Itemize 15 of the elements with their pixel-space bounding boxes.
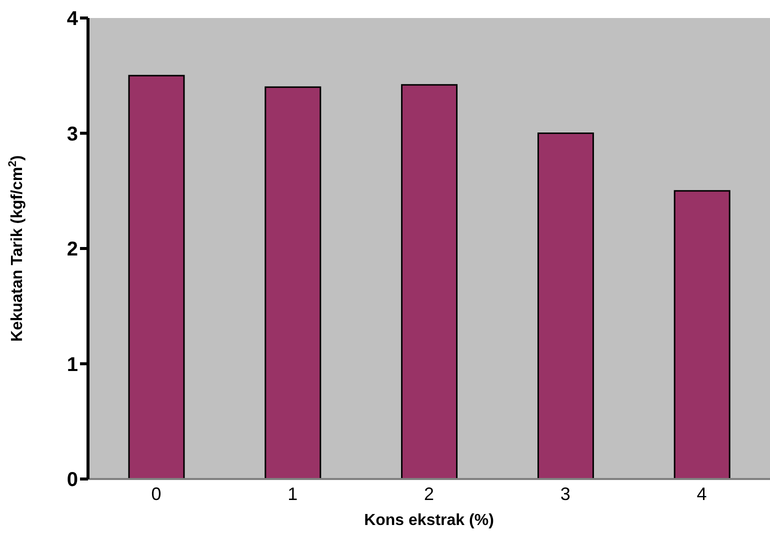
- y-tick-label: 4: [66, 8, 79, 30]
- x-tick-label: 3: [560, 484, 570, 504]
- x-tick-label: 2: [424, 484, 434, 504]
- x-axis-title: Kons ekstrak (%): [364, 512, 494, 529]
- y-tick-label: 2: [66, 238, 78, 261]
- bar: [128, 74, 185, 479]
- x-tick-label: 1: [288, 484, 298, 504]
- bar: [537, 132, 594, 479]
- bar: [264, 86, 322, 479]
- bar: [674, 190, 730, 479]
- y-tick-label: 1: [66, 354, 78, 376]
- x-tick-label: 0: [151, 484, 162, 504]
- y-tick-label: 3: [66, 123, 78, 146]
- x-tick-label: 4: [696, 484, 707, 504]
- bar: [401, 84, 458, 479]
